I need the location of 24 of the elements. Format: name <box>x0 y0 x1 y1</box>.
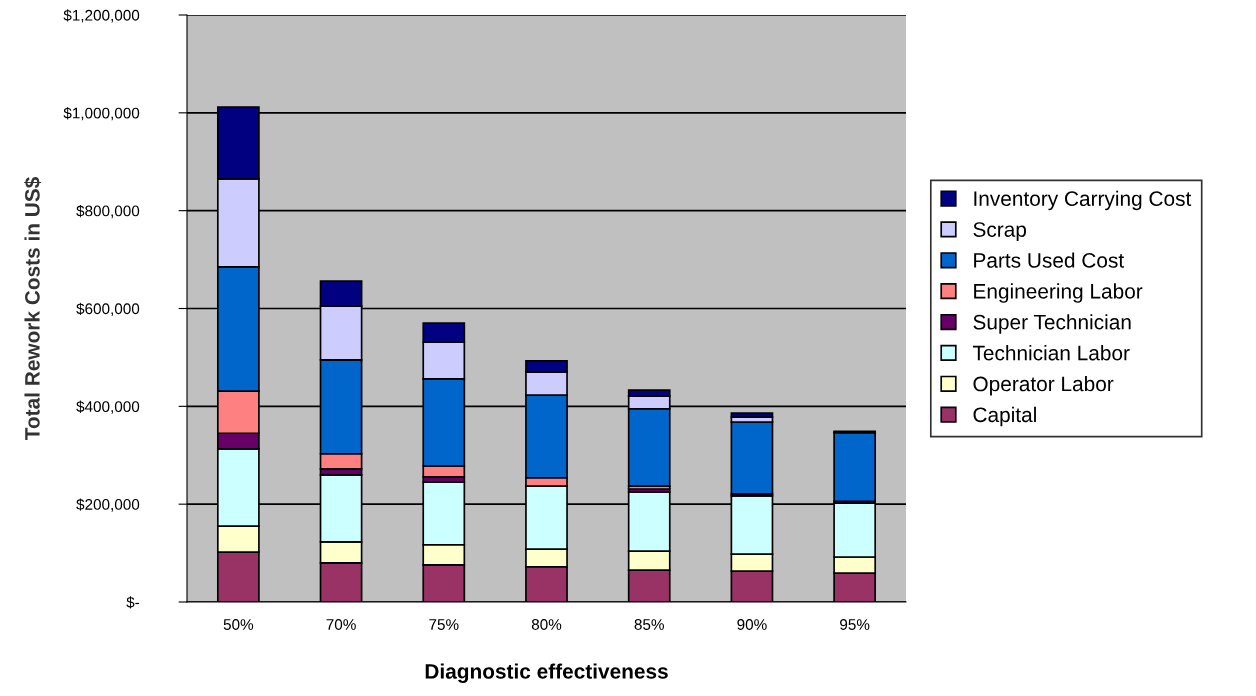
legend-label: Engineering Labor <box>974 283 1143 303</box>
legend-label: Inventory Carrying Cost <box>974 190 1192 211</box>
legend-label: Operator Labor <box>973 375 1114 396</box>
y-tick-label: $400,000 <box>76 400 140 414</box>
x-tick-label: 95% <box>840 619 870 630</box>
y-tick-label: $600,000 <box>76 302 140 316</box>
y-tick-label: $200,000 <box>76 498 140 512</box>
x-tick-label: 85% <box>634 619 664 630</box>
legend-label: Super Technician <box>973 314 1131 334</box>
x-axis-title: Diagnostic effectiveness <box>425 663 668 683</box>
y-axis-title: Total Rework Costs in US$ <box>24 177 42 441</box>
legend-label: Capital <box>973 406 1036 427</box>
legend-label: Scrap <box>973 222 1027 242</box>
legend-label: Parts Used Cost <box>974 252 1124 268</box>
x-tick-label: 90% <box>737 619 767 630</box>
x-tick-label: 75% <box>429 619 459 630</box>
y-tick-label: $1,200,000 <box>63 9 140 23</box>
y-tick-label: $800,000 <box>76 204 140 219</box>
y-tick-label: $1,000,000 <box>63 107 140 121</box>
y-tick-label: $- <box>126 596 140 609</box>
x-tick-label: 80% <box>531 619 562 630</box>
x-tick-label: 50% <box>223 619 254 630</box>
x-tick-label: 70% <box>326 619 356 630</box>
legend-label: Technician Labor <box>972 345 1130 361</box>
